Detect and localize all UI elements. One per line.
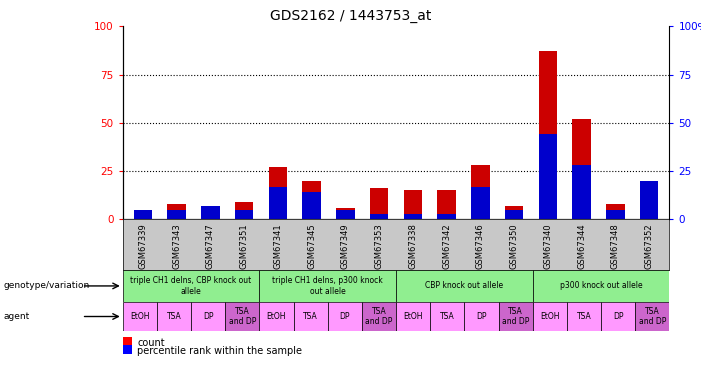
Bar (437, 190, 456, 219)
Text: EtOH: EtOH (130, 312, 149, 321)
Text: TSA
and DP: TSA and DP (229, 307, 256, 326)
Text: GSM67338: GSM67338 (409, 223, 417, 269)
Bar (302, 192, 321, 219)
Text: EtOH: EtOH (540, 312, 559, 321)
Bar (505, 210, 524, 219)
Text: GSM67353: GSM67353 (375, 223, 383, 268)
Text: GSM67342: GSM67342 (442, 223, 451, 268)
Bar (123, 270, 259, 302)
Bar (168, 204, 186, 219)
Text: EtOH: EtOH (266, 312, 286, 321)
Bar (606, 210, 625, 219)
Text: triple CH1 delns, p300 knock
out allele: triple CH1 delns, p300 knock out allele (273, 276, 383, 296)
Bar (370, 214, 388, 219)
Bar (498, 302, 533, 331)
Bar (640, 181, 658, 219)
Bar (430, 302, 465, 331)
Text: GSM67343: GSM67343 (172, 223, 181, 268)
Text: TSA: TSA (577, 312, 592, 321)
Bar (259, 302, 294, 331)
Text: GSM67344: GSM67344 (577, 223, 586, 268)
Bar (225, 302, 259, 331)
Bar (505, 206, 524, 219)
Text: genotype/variation: genotype/variation (4, 281, 90, 291)
Bar (606, 204, 625, 219)
Bar (538, 51, 557, 219)
Text: CBP knock out allele: CBP knock out allele (426, 281, 503, 291)
Bar (471, 165, 490, 219)
Bar (157, 302, 191, 331)
Bar (601, 302, 635, 331)
Text: TSA
and DP: TSA and DP (639, 307, 666, 326)
Bar (370, 189, 388, 219)
Bar (259, 270, 396, 302)
Text: DP: DP (203, 312, 213, 321)
Text: EtOH: EtOH (403, 312, 423, 321)
Text: DP: DP (339, 312, 350, 321)
Bar (573, 165, 591, 219)
Bar (567, 302, 601, 331)
Text: TSA
and DP: TSA and DP (502, 307, 529, 326)
Text: GSM67341: GSM67341 (273, 223, 283, 268)
Bar (268, 186, 287, 219)
Text: GSM67340: GSM67340 (543, 223, 552, 268)
Text: p300 knock out allele: p300 knock out allele (560, 281, 642, 291)
Bar (336, 210, 355, 219)
Text: DP: DP (613, 312, 623, 321)
Bar (201, 206, 219, 219)
Text: GSM67352: GSM67352 (645, 223, 654, 268)
Text: GSM67339: GSM67339 (138, 223, 147, 268)
Text: TSA: TSA (440, 312, 455, 321)
Bar (396, 302, 430, 331)
Bar (538, 134, 557, 219)
Bar (573, 119, 591, 219)
Bar (294, 302, 328, 331)
Bar (328, 302, 362, 331)
Text: GSM67351: GSM67351 (240, 223, 249, 268)
Bar (191, 302, 225, 331)
Bar (268, 167, 287, 219)
Bar (134, 210, 152, 219)
Bar (465, 302, 498, 331)
Bar (235, 202, 254, 219)
Bar (640, 181, 658, 219)
Text: GSM67348: GSM67348 (611, 223, 620, 268)
Bar (362, 302, 396, 331)
Bar (396, 270, 533, 302)
Text: GSM67346: GSM67346 (476, 223, 485, 268)
Bar (471, 186, 490, 219)
Text: TSA: TSA (304, 312, 318, 321)
Text: GSM67345: GSM67345 (307, 223, 316, 268)
Text: TSA: TSA (167, 312, 182, 321)
Text: GSM67349: GSM67349 (341, 223, 350, 268)
Bar (235, 210, 254, 219)
Bar (168, 210, 186, 219)
Bar (404, 190, 422, 219)
Text: DP: DP (476, 312, 486, 321)
Bar (134, 210, 152, 219)
Bar (533, 270, 669, 302)
Bar (336, 208, 355, 219)
Bar (635, 302, 669, 331)
Text: agent: agent (4, 312, 29, 321)
Text: triple CH1 delns, CBP knock out
allele: triple CH1 delns, CBP knock out allele (130, 276, 252, 296)
Bar (437, 214, 456, 219)
Bar (533, 302, 567, 331)
Text: count: count (137, 339, 165, 348)
Text: percentile rank within the sample: percentile rank within the sample (137, 346, 302, 356)
Bar (123, 302, 157, 331)
Text: TSA
and DP: TSA and DP (365, 307, 393, 326)
Text: GDS2162 / 1443753_at: GDS2162 / 1443753_at (270, 9, 431, 23)
Bar (404, 214, 422, 219)
Text: GSM67350: GSM67350 (510, 223, 519, 268)
Bar (302, 181, 321, 219)
Bar (201, 206, 219, 219)
Text: GSM67347: GSM67347 (206, 223, 215, 268)
